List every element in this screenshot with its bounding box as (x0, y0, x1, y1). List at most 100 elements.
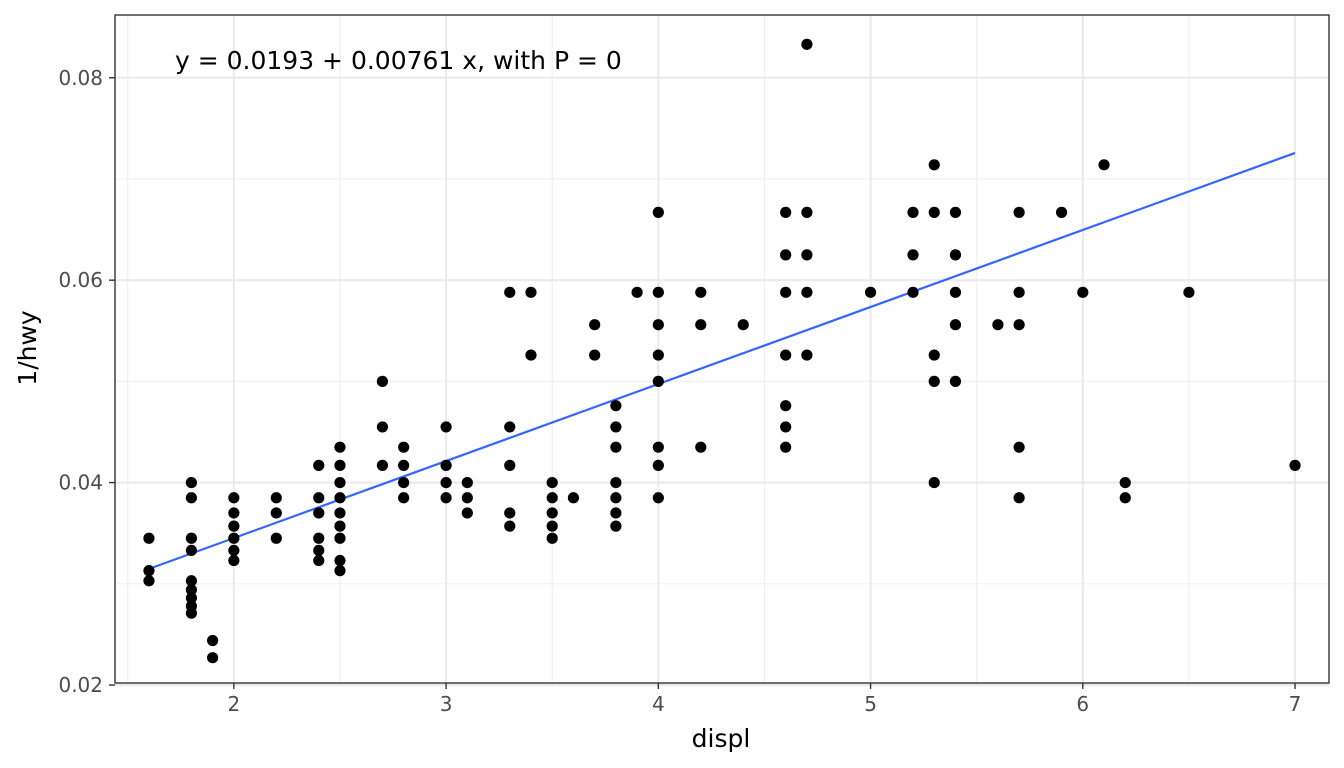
data-point (652, 492, 664, 504)
data-point (928, 206, 940, 218)
data-point (334, 554, 346, 567)
data-point (546, 492, 558, 504)
data-point (610, 441, 622, 453)
data-point (695, 319, 707, 331)
data-point (185, 592, 198, 604)
data-point (546, 532, 558, 544)
data-point (504, 286, 516, 298)
data-point (143, 532, 155, 544)
data-point (504, 459, 516, 471)
data-point (270, 507, 282, 519)
data-point (334, 477, 346, 489)
data-point (780, 349, 792, 361)
data-point (185, 575, 198, 587)
data-point (1013, 441, 1025, 453)
data-point (334, 492, 346, 504)
data-point (928, 159, 940, 171)
data-point (207, 652, 219, 664)
data-point (801, 206, 813, 218)
data-point (270, 492, 282, 504)
data-point (1183, 286, 1195, 298)
data-point (461, 477, 473, 489)
data-point (185, 607, 198, 619)
data-point (228, 507, 240, 519)
data-point (185, 477, 198, 489)
data-point (313, 507, 325, 519)
data-point (185, 492, 198, 504)
data-point (801, 286, 813, 298)
y-tick-label: 0.08 (58, 66, 103, 90)
data-point (546, 507, 558, 519)
data-point (610, 492, 622, 504)
data-point (461, 492, 473, 504)
data-point (928, 477, 940, 489)
x-tick-label: 7 (1289, 692, 1302, 716)
data-point (398, 492, 410, 504)
data-point (525, 349, 537, 361)
data-point (334, 532, 346, 544)
data-point (780, 249, 792, 261)
data-point (652, 441, 664, 453)
data-point (801, 38, 813, 50)
data-point (1013, 492, 1025, 504)
data-point (780, 421, 792, 433)
y-tick-label: 0.06 (58, 268, 103, 292)
data-point (143, 565, 155, 577)
data-point (949, 249, 962, 261)
data-point (185, 544, 198, 557)
data-point (801, 249, 813, 261)
data-point (398, 441, 410, 453)
x-tick-label: 6 (1076, 692, 1089, 716)
data-point (504, 520, 516, 532)
points-layer (143, 38, 1301, 664)
panel-border (114, 14, 1330, 684)
data-point (567, 492, 580, 504)
x-axis-title: displ (692, 724, 751, 753)
data-point (313, 544, 325, 557)
data-point (695, 286, 707, 298)
data-point (949, 206, 962, 218)
data-point (928, 375, 940, 387)
data-point (928, 349, 940, 361)
data-point (546, 477, 558, 489)
data-point (440, 421, 452, 433)
x-axis-ticks: 2 3 4 5 6 7 (227, 683, 1301, 716)
data-point (398, 477, 410, 489)
data-point (228, 532, 240, 544)
data-point (313, 459, 325, 471)
data-point (461, 507, 473, 519)
data-point (334, 507, 346, 519)
data-point (334, 459, 346, 471)
data-point (907, 286, 919, 298)
data-point (228, 520, 240, 532)
data-point (652, 206, 664, 218)
data-point (1013, 286, 1025, 298)
data-point (1098, 159, 1110, 171)
plot-panel (115, 15, 1329, 683)
data-point (652, 375, 664, 387)
data-point (864, 286, 877, 298)
data-point (504, 421, 516, 433)
data-point (631, 286, 643, 298)
data-point (185, 584, 198, 596)
data-point (313, 492, 325, 504)
data-point (398, 459, 410, 471)
data-point (610, 520, 622, 532)
data-point (440, 477, 452, 489)
data-point (610, 507, 622, 519)
equation-annotation: y = 0.0193 + 0.00761 x, with P = 0 (175, 46, 622, 75)
y-axis-ticks: 0.02 0.04 0.06 0.08 (58, 66, 115, 697)
data-point (949, 375, 962, 387)
data-point (376, 421, 389, 433)
data-point (525, 286, 537, 298)
data-point (780, 286, 792, 298)
data-point (801, 349, 813, 361)
y-tick-label: 0.04 (58, 471, 103, 495)
data-point (334, 520, 346, 532)
data-point (1119, 477, 1131, 489)
data-point (376, 459, 389, 471)
data-point (1119, 492, 1131, 504)
data-point (652, 349, 664, 361)
data-point (228, 544, 240, 557)
